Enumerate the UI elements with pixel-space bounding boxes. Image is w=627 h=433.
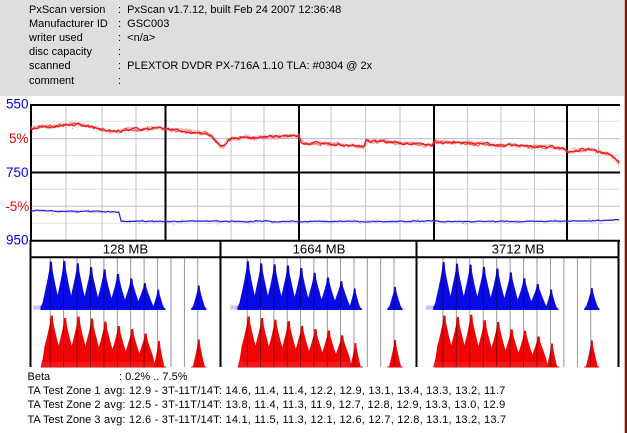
svg-text:1664 MB: 1664 MB <box>293 242 346 257</box>
svg-text:750: 750 <box>6 165 29 180</box>
svg-text:3712 MB: 3712 MB <box>492 242 545 257</box>
svg-text:950: 950 <box>6 233 29 248</box>
svg-text:5%: 5% <box>9 131 29 146</box>
svg-text:550: 550 <box>6 97 29 112</box>
svg-text:-5%: -5% <box>5 199 29 214</box>
svg-text:128 MB: 128 MB <box>103 242 149 257</box>
